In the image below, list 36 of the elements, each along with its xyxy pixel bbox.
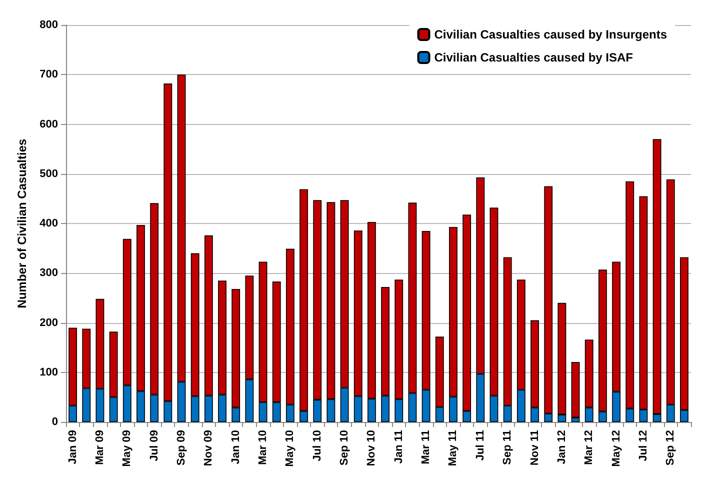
x-tick-label: Mar 11 <box>420 430 432 464</box>
x-tick-label: Mar 10 <box>257 430 270 465</box>
y-tick-label: 800 <box>40 19 58 31</box>
x-tick-label: Jan 10 <box>230 430 242 464</box>
x-tick-label: Sep 10 <box>338 430 351 466</box>
x-tick-label: Mar 09 <box>94 430 106 465</box>
x-tick-label: Jul 12 <box>637 430 650 462</box>
x-tick-label: Jul 09 <box>148 430 160 462</box>
x-tick-label: May 12 <box>610 430 622 467</box>
bar <box>571 362 580 418</box>
x-tick-label: Jan 11 <box>392 430 405 464</box>
y-tick-label: 300 <box>40 267 58 280</box>
x-tick-label: Nov 11 <box>528 430 541 466</box>
x-tick-label: Jan 09 <box>66 430 79 464</box>
y-tick-label: 0 <box>52 416 58 428</box>
x-tick-label: May 09 <box>121 430 134 467</box>
x-tick-label: May 10 <box>284 430 296 467</box>
x-tick-label: Nov 09 <box>202 430 215 466</box>
legend-label: Civilian Casualties caused by Insurgents <box>434 28 668 42</box>
y-tick-label: 100 <box>40 366 58 378</box>
x-tick-label: Jul 10 <box>311 430 324 462</box>
y-tick-label: 600 <box>40 118 58 130</box>
y-tick-label: 500 <box>40 168 58 180</box>
y-axis-title: Number of Civilian Casualties <box>15 138 29 308</box>
legend-label: Civilian Casualties caused by ISAF <box>434 50 634 64</box>
x-tick-label: May 11 <box>447 430 460 466</box>
x-tick-label: Sep 09 <box>175 430 188 466</box>
x-tick-label: Jan 12 <box>556 430 568 464</box>
x-tick-label: Sep 12 <box>664 430 677 466</box>
y-tick-label: 700 <box>40 68 58 81</box>
x-tick-label: Nov 10 <box>366 430 378 466</box>
x-tick-label: Jul 11 <box>474 430 486 461</box>
y-tick-label: 200 <box>40 316 58 329</box>
y-tick-label: 400 <box>40 218 58 230</box>
x-tick-label: Mar 12 <box>583 430 596 465</box>
x-tick-label: Sep 11 <box>502 430 514 465</box>
